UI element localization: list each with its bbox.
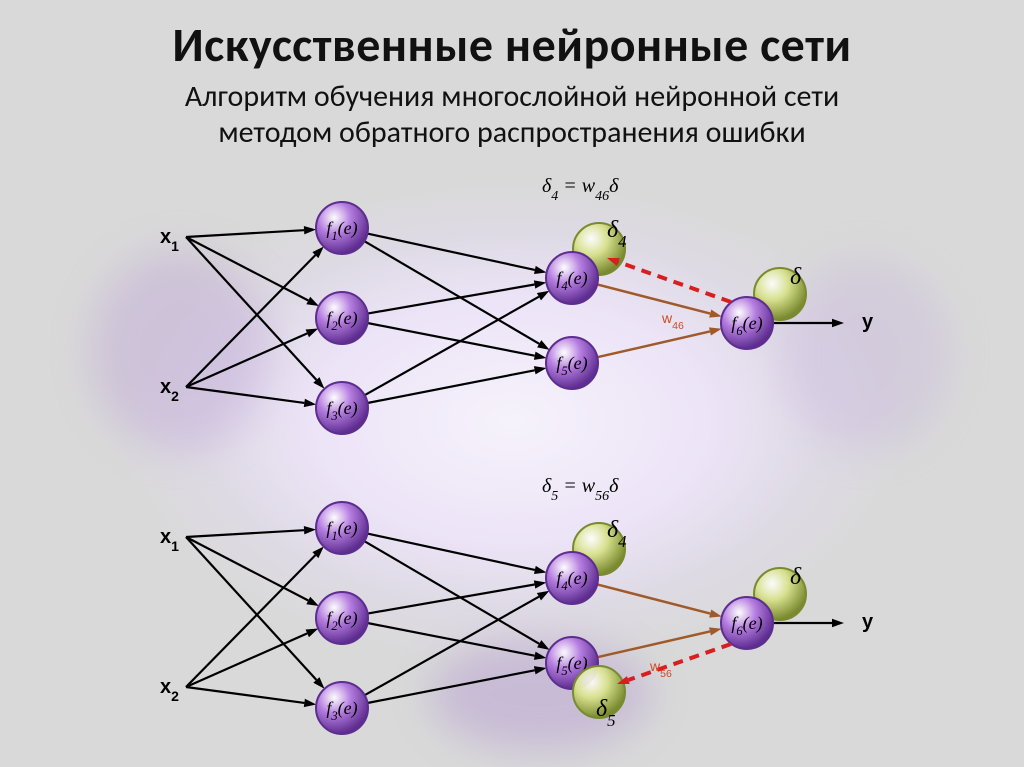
output-label: y <box>862 311 874 333</box>
slide-subtitle-2: методом обратного распространения ошибки <box>0 116 1024 149</box>
input-label: x1 <box>160 526 179 554</box>
delta-label: δ <box>790 264 802 290</box>
weight-label: w46 <box>661 310 684 332</box>
nn-subdiagram: δ5 = w56δx1x2yδδ4f1(e)f2(e)f3(e)f4(e)f5(… <box>160 475 874 734</box>
slide-subtitle-1: Алгоритм обучения многослойной нейронной… <box>0 80 1024 113</box>
input-label: x1 <box>160 226 179 254</box>
input-label: x2 <box>160 676 179 704</box>
slide: Искусственные нейронные сети Алгоритм об… <box>0 0 1024 767</box>
nn-subdiagram: δ4 = w46δx1x2yδδ4f1(e)f2(e)f3(e)f4(e)f5(… <box>160 175 874 434</box>
equation-label: δ4 = w46δ <box>542 175 619 204</box>
equation-label: δ5 = w56δ <box>542 475 619 504</box>
weight-label: w56 <box>649 658 672 680</box>
slide-title: Искусственные нейронные сети <box>0 20 1024 70</box>
delta-label: δ <box>790 564 802 590</box>
diagram: δ4 = w46δx1x2yδδ4f1(e)f2(e)f3(e)f4(e)f5(… <box>142 168 882 748</box>
input-label: x2 <box>160 376 179 404</box>
output-label: y <box>862 611 874 633</box>
